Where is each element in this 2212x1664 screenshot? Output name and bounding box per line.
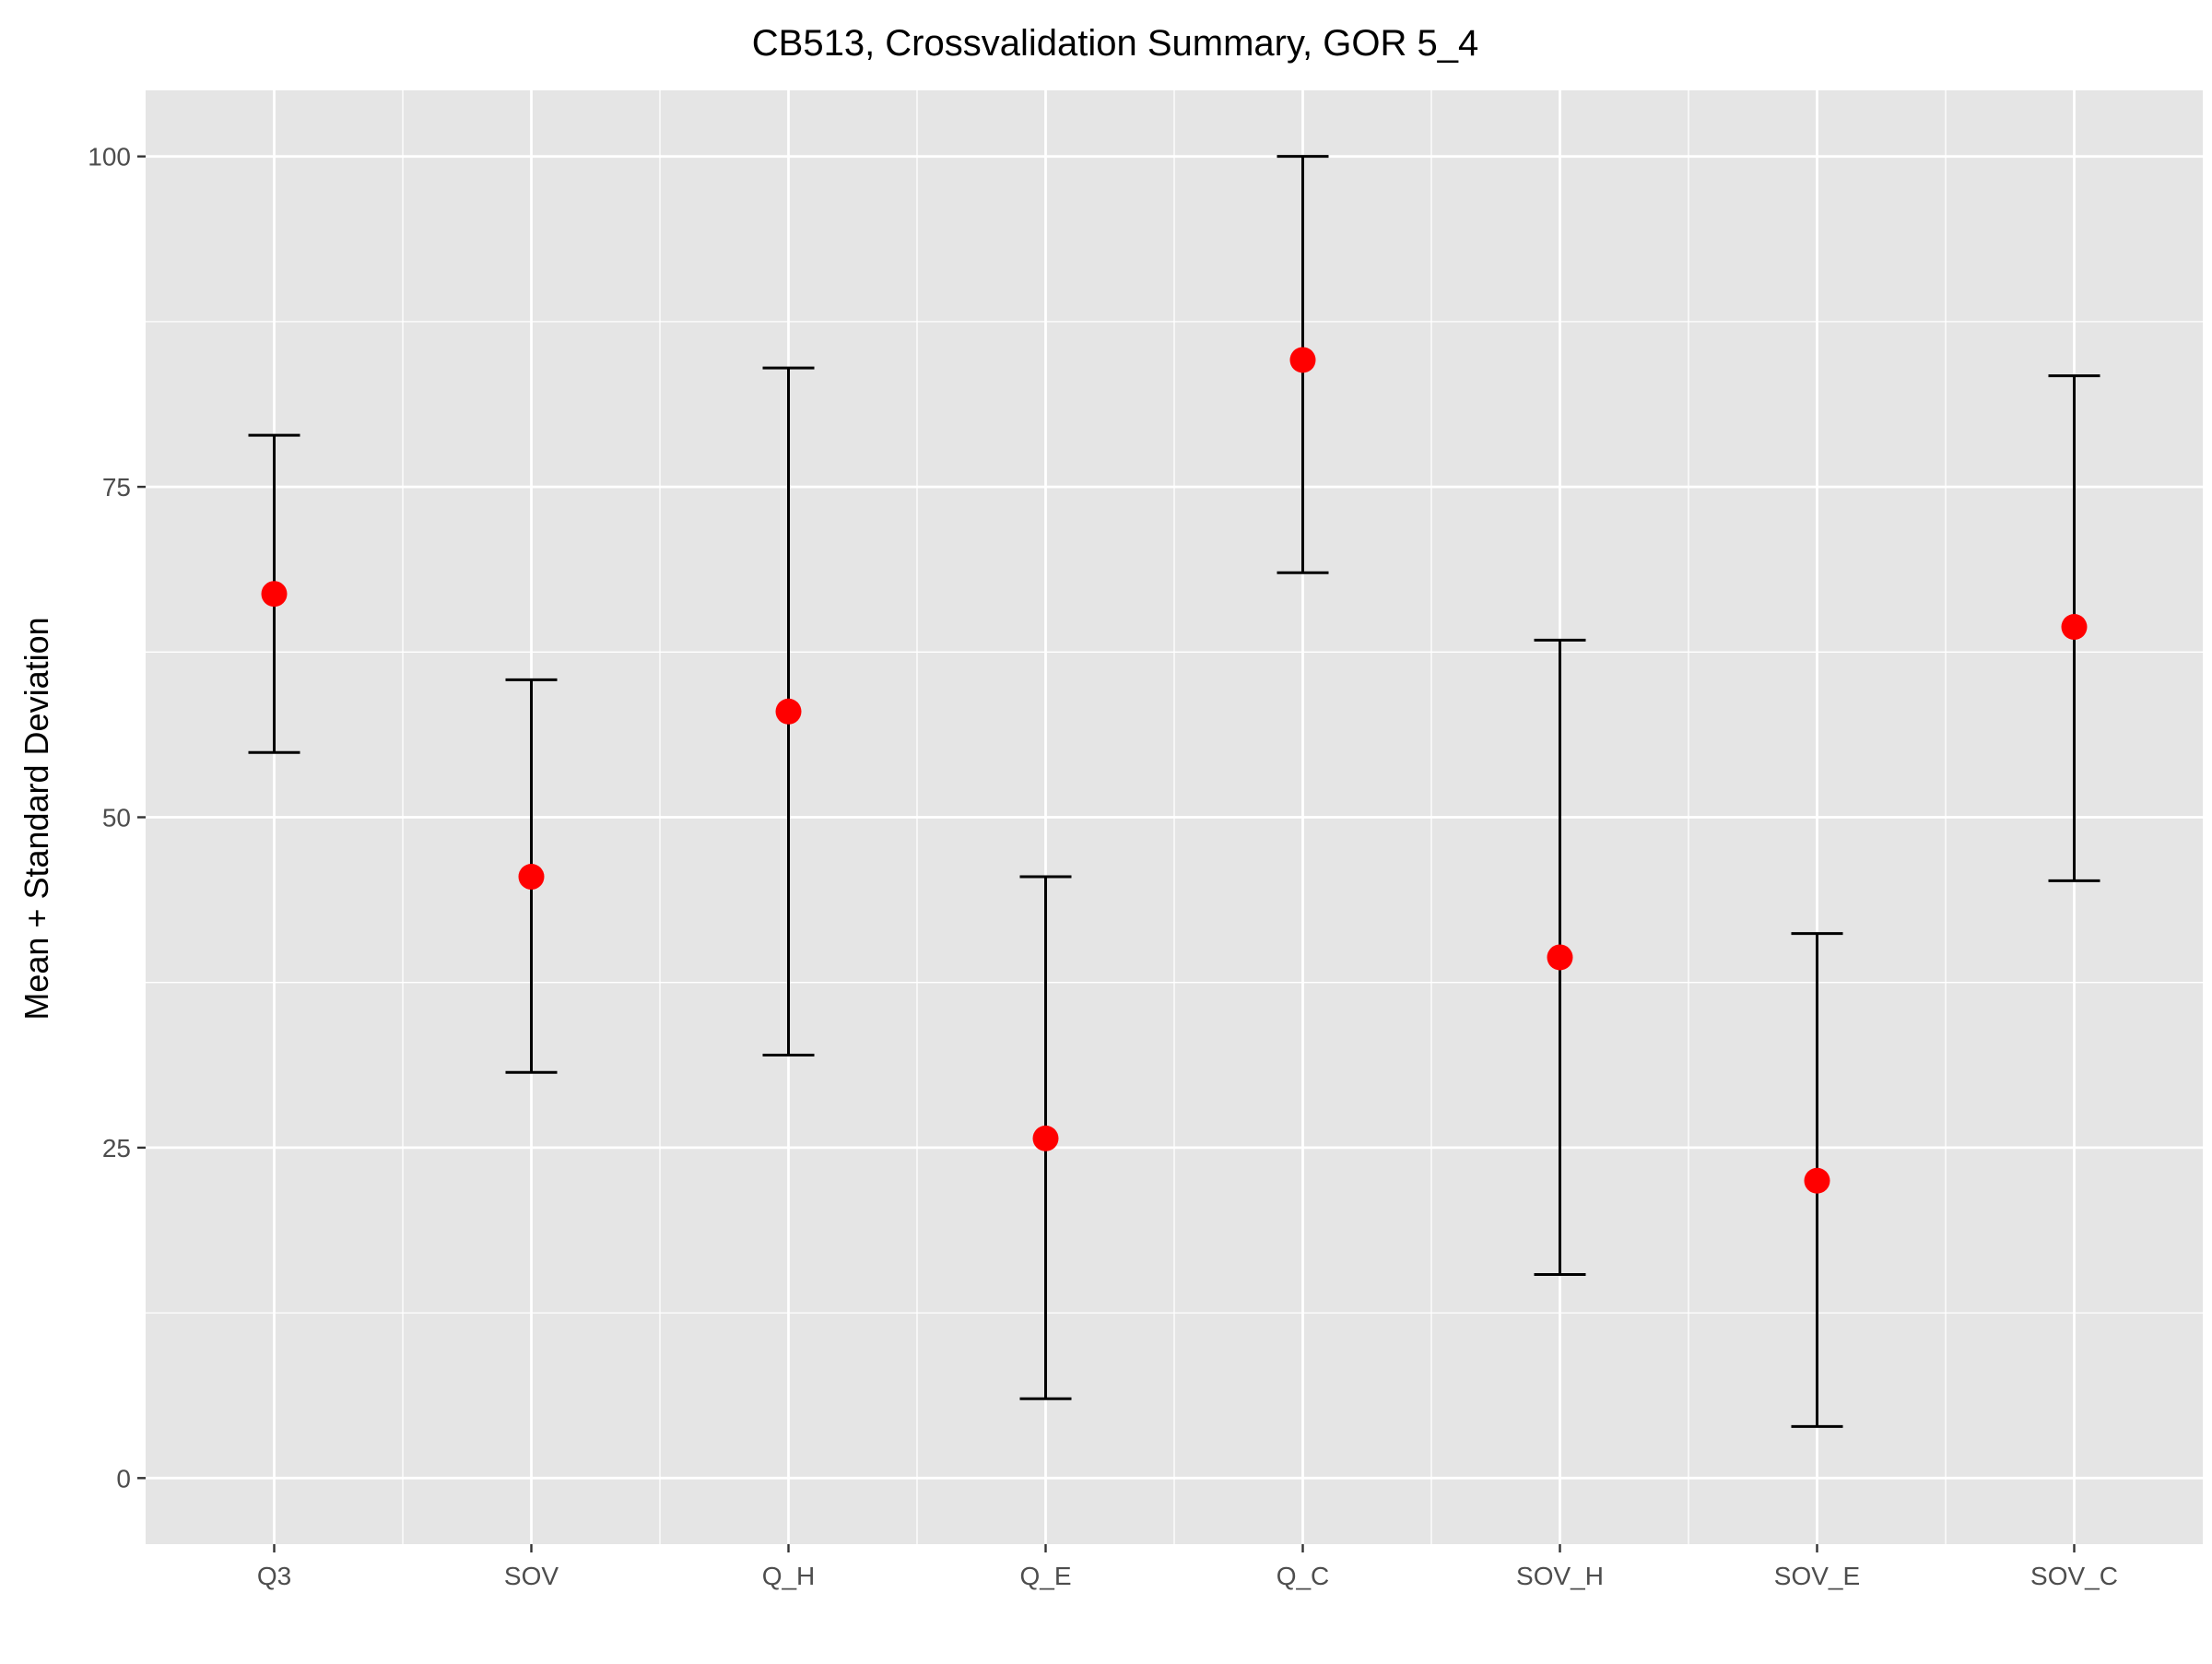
errorbar-q-c	[1277, 155, 1329, 574]
mean-point	[1289, 347, 1316, 373]
x-tick-label: SOV_E	[1774, 1562, 1860, 1590]
y-axis-label: Mean + Standard Deviation	[18, 617, 55, 1020]
mean-point	[1804, 1167, 1830, 1194]
mean-point	[518, 864, 545, 891]
errorbar-q3	[248, 433, 300, 754]
y-tick-label: 0	[116, 1464, 131, 1493]
y-tick-label: 100	[88, 143, 131, 171]
mean-point	[1032, 1125, 1059, 1151]
x-tick-label: SOV_H	[1516, 1562, 1604, 1590]
errorbar-q-h	[762, 366, 815, 1057]
errorbar-sov-e	[1791, 932, 1843, 1428]
mean-point	[261, 581, 288, 608]
x-tick-label: SOV_C	[2030, 1562, 2118, 1590]
chart-title: CB513, Crossvalidation Summary, GOR 5_4	[752, 23, 1478, 64]
y-tick-label: 50	[102, 804, 131, 832]
x-tick-label: Q_C	[1277, 1562, 1330, 1590]
y-tick-label: 25	[102, 1134, 131, 1162]
errorbar-sov	[505, 678, 558, 1074]
x-tick-label: Q_H	[762, 1562, 816, 1590]
mean-point	[775, 698, 802, 725]
x-tick-label: SOV	[504, 1562, 559, 1590]
errorbar-q-e	[1019, 875, 1072, 1400]
mean-point	[2061, 614, 2088, 641]
x-tick-label: Q_E	[1019, 1562, 1071, 1590]
y-tick-label: 75	[102, 473, 131, 502]
x-tick-label: Q3	[257, 1562, 291, 1590]
errorbar-sov-h	[1534, 638, 1586, 1277]
errorbar-sov-c	[2048, 374, 2100, 882]
mean-point	[1547, 944, 1573, 971]
